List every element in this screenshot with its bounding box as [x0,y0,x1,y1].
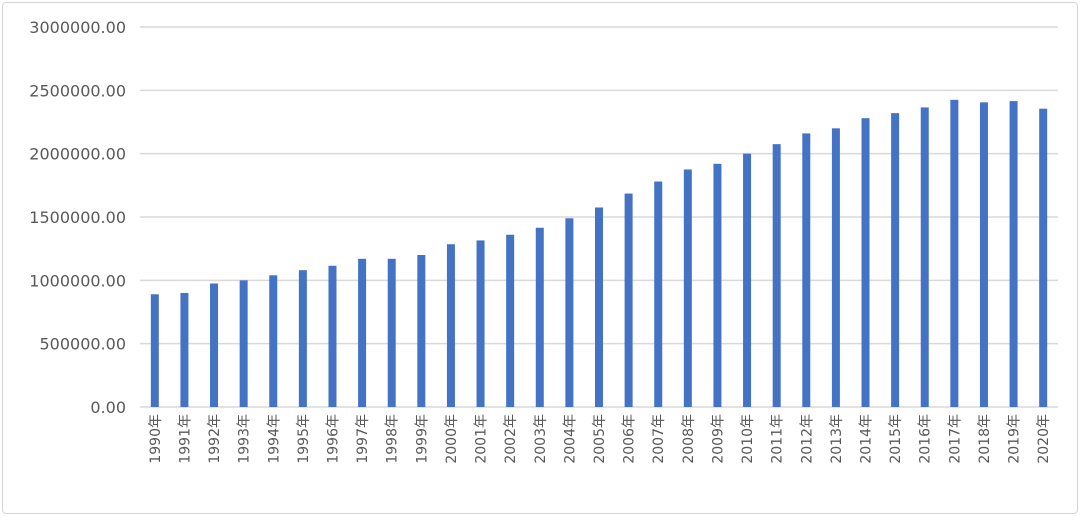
x-tick-label: 2011年 [770,414,786,464]
bar [476,240,485,407]
bar [298,270,307,407]
bar [713,163,722,407]
bar [831,128,840,408]
x-tick-label: 1993年 [237,414,253,464]
y-tick-label: 3000000.00 [29,18,126,37]
bar [328,265,337,407]
x-tick-label: 2010年 [740,414,756,464]
x-tick-label: 1998年 [385,414,401,464]
x-tick-label: 2000年 [444,414,460,464]
bars [150,99,1048,408]
x-tick-label: 1992年 [207,414,223,464]
x-tick-label: 2014年 [859,414,875,464]
x-tick-label: 2009年 [710,414,726,464]
bar [802,133,811,407]
bar [1009,101,1018,407]
y-axis-ticks: 0.00 500000.00 1000000.00 1500000.00 2000000… [29,18,126,417]
x-tick-label: 1996年 [325,414,341,464]
bar [387,258,396,407]
bar [180,293,189,407]
x-tick-label: 1995年 [296,414,312,464]
y-tick-label: 1500000.00 [29,208,126,227]
bar [891,113,900,407]
x-tick-label: 2003年 [533,414,549,464]
x-tick-label: 2002年 [503,414,519,464]
x-tick-label: 2005年 [592,414,608,464]
bar [950,99,959,407]
x-tick-label: 2006年 [622,414,638,464]
bar [624,193,633,407]
y-tick-label: 2000000.00 [29,145,126,164]
bar [979,102,988,407]
x-tick-label: 2012年 [799,414,815,464]
x-tick-label: 2015年 [888,414,904,464]
y-tick-label: 500000.00 [39,335,126,354]
bar [595,207,603,407]
bar [269,275,278,407]
bar [683,169,692,407]
x-tick-label: 2017年 [947,414,963,464]
bar [535,227,544,407]
bar [239,280,248,407]
bar [358,258,367,407]
bar [210,283,219,407]
y-tick-label: 0.00 [90,398,126,417]
y-tick-label: 1000000.00 [29,271,126,290]
y-tick-label: 2500000.00 [29,81,126,100]
bar [772,144,781,407]
x-tick-label: 2013年 [829,414,845,464]
bar [565,218,574,407]
bar [446,244,455,407]
x-tick-label: 2008年 [681,414,697,464]
x-tick-label: 1999年 [414,414,430,464]
gridlines [140,26,1058,408]
bar [150,294,159,407]
bar [417,255,426,407]
x-tick-label: 2004年 [562,414,578,464]
x-tick-label: 2001年 [474,414,490,464]
bar [861,118,870,407]
x-axis-ticks: 1990年 1991年 1992年 1993年 1994年 1995年 1996年 1997年… [148,414,1052,464]
bar [1039,108,1048,407]
x-tick-label: 1997年 [355,414,371,464]
x-tick-label: 2019年 [1007,414,1023,464]
x-tick-label: 2018年 [977,414,993,464]
x-tick-label: 2007年 [651,414,667,464]
x-tick-label: 2020年 [1036,414,1052,464]
x-tick-label: 1991年 [177,414,193,464]
bar [654,181,663,407]
bar [506,234,515,407]
x-tick-label: 1990年 [148,414,164,464]
x-tick-label: 2016年 [918,414,934,464]
bar [743,153,752,407]
bar [920,107,929,407]
x-tick-label: 1994年 [266,414,282,464]
